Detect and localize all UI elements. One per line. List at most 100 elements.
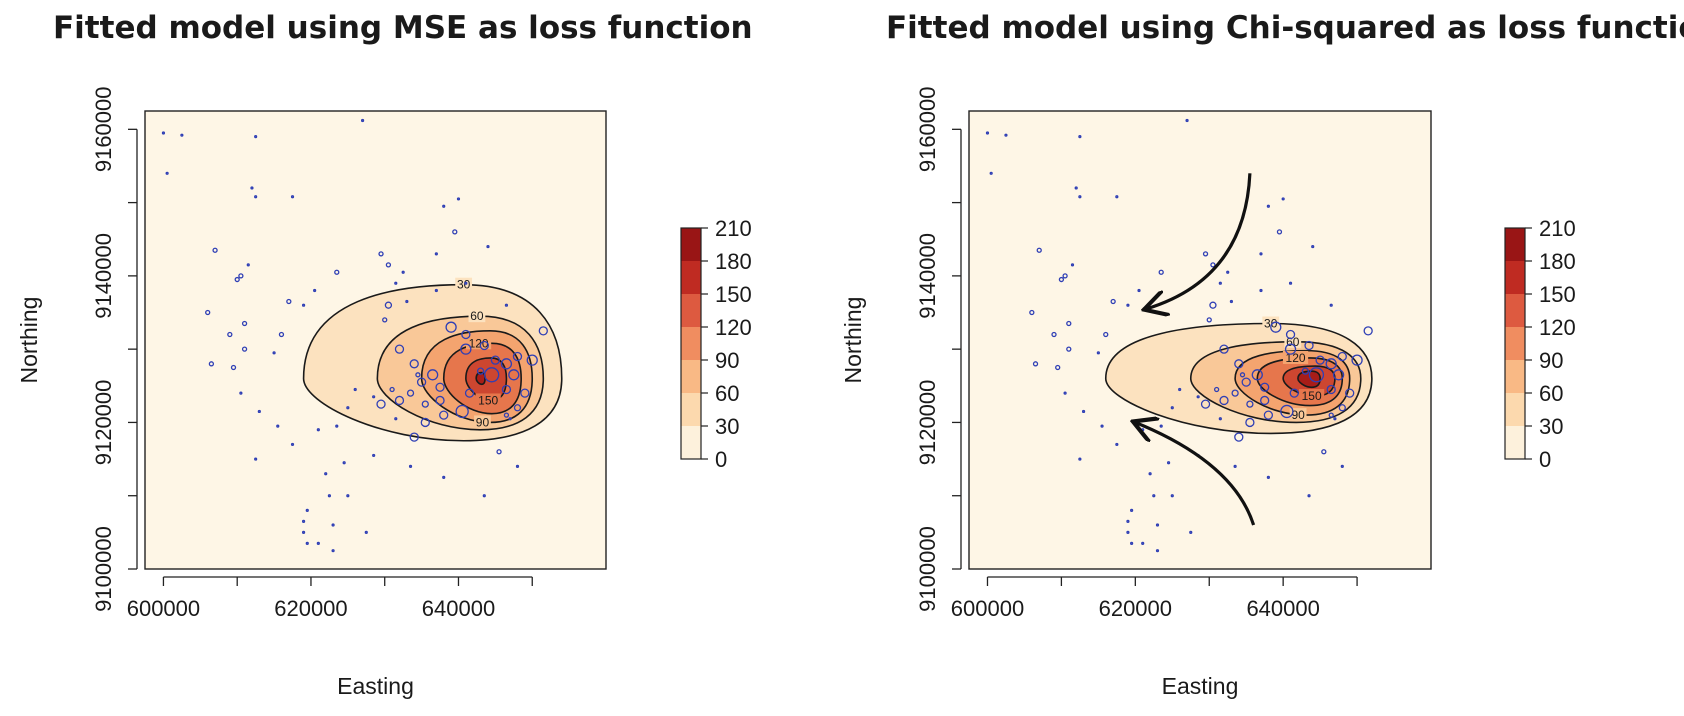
data-point [165,171,169,175]
contour-line-30 [302,283,563,442]
data-point [1115,195,1119,199]
contour-label-bg-60 [468,309,486,323]
data-point [389,386,395,393]
colorbar-tick-label: 0 [715,447,727,472]
data-point [257,409,261,414]
colorbar-band [681,261,701,294]
data-point [1070,263,1075,267]
data-point [1284,343,1297,355]
data-point [442,204,446,208]
data-point [1210,262,1216,268]
data-point [442,475,446,479]
data-point [1206,317,1212,323]
contour-label-120: 120 [469,336,489,350]
data-point [372,453,376,458]
contour-band-180 [476,372,486,385]
data-point [1337,351,1347,362]
data-point [496,449,502,455]
colorbar-tick-label: 90 [1539,348,1563,373]
data-point [180,133,184,137]
data-point [230,364,237,371]
data-point [353,387,357,392]
data-point [401,270,405,274]
data-point [1213,386,1220,393]
data-point [1266,204,1270,208]
data-point [360,118,365,123]
data-point [1166,461,1171,465]
data-point [331,549,335,553]
data-point [1058,276,1065,283]
y-tick-label: 9100000 [915,526,940,612]
data-point [385,262,392,268]
data-point [1148,472,1152,476]
data-point [1229,299,1234,304]
chart-title-chisq: Fitted model using Chi-squared as loss f… [886,10,1684,46]
data-point [1159,424,1163,428]
data-point [278,331,285,338]
data-point [1281,197,1285,201]
data-point [1234,359,1244,369]
data-point [394,281,398,285]
data-point [445,321,457,333]
data-point [1259,288,1263,293]
data-point [476,367,485,375]
data-point [1219,395,1229,406]
data-point [227,331,233,338]
data-point [327,494,331,498]
data-point [161,131,166,135]
data-point [504,303,509,307]
data-point [335,424,339,428]
colorbar-band [681,393,701,426]
data-point [286,298,292,305]
plot-frame-0 [144,110,607,570]
data-point [461,329,471,340]
annotation-arrow [1146,173,1252,309]
y-tick-label: 9120000 [915,380,940,466]
data-point [1152,494,1156,498]
data-point [1178,387,1182,392]
x-axis-label-0: Easting [337,673,414,699]
colorbar-tick-label: 210 [715,216,752,241]
data-point [331,523,335,527]
data-point [1326,384,1336,395]
contour-line-60 [376,315,545,431]
data-point [342,461,346,465]
data-point [1066,320,1072,327]
colorbar-0: 0 30 60 90 120 150 180 210 [680,216,752,472]
data-point [1259,252,1263,256]
data-point [985,131,990,135]
data-point [1158,269,1164,275]
data-point [316,428,320,432]
data-point [301,530,306,534]
y-tick-label: 9160000 [915,86,940,172]
contour-label-bg-90 [1289,408,1307,422]
colorbar-tick-label: 30 [1539,414,1563,439]
points-0 [161,118,548,553]
data-point [394,344,405,354]
data-point [1226,270,1230,274]
data-point [324,472,328,476]
data-point [484,367,500,383]
data-point [1004,133,1008,137]
data-point [1280,404,1294,419]
data-point [421,400,429,408]
data-point [305,508,309,512]
colorbar-frame [680,227,702,460]
data-point [254,457,258,461]
contour-line-180 [1297,370,1321,389]
data-point [394,417,398,421]
colorbar-tick-label: 60 [1539,381,1563,406]
x-axis-label-1: Easting [1162,673,1239,699]
data-point [1288,281,1293,285]
data-point [234,276,240,283]
x-tick-label: 640000 [422,596,495,621]
data-point [1078,195,1082,199]
data-point [346,494,350,498]
data-point [1285,329,1296,340]
data-point [515,464,520,469]
data-point [1289,388,1299,398]
contour-label-90: 90 [1291,408,1305,422]
colorbar-tick-label: 60 [715,381,739,406]
colorbar-band [1505,261,1525,294]
contour-label-150: 150 [1302,389,1322,403]
